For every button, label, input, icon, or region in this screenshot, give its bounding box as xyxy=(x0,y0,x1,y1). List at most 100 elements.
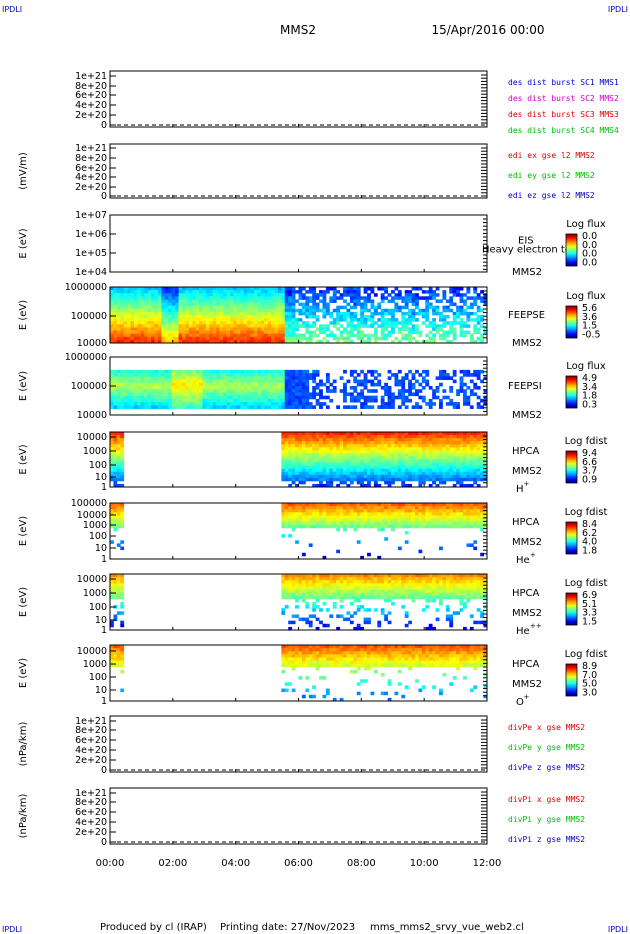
y-tick-label: 10000 xyxy=(77,410,107,421)
spectrogram-hpca-he xyxy=(110,503,488,560)
colorbar-tick-label: 7.0 xyxy=(582,670,597,681)
y-tick-label: 1e+05 xyxy=(75,248,107,259)
panel-frame-edi-e xyxy=(109,143,488,199)
time-tick-label: 06:00 xyxy=(284,858,313,869)
y-tick-label: 100 xyxy=(89,460,107,471)
colorbar-tick-label: 9.4 xyxy=(582,448,597,459)
y-tick-label: 4e+20 xyxy=(75,817,107,828)
y-tick-label: 1e+21 xyxy=(75,788,107,799)
colorbar-tick-label: 8.9 xyxy=(582,661,597,672)
dataset-label: Heavy electron to xyxy=(482,245,571,256)
y-tick-label: 10000 xyxy=(77,574,107,585)
y-tick-label: 0 xyxy=(101,765,107,776)
y-tick-label: 4e+20 xyxy=(75,172,107,183)
legend-entry: edi ez gse l2 MMS2 xyxy=(508,191,595,200)
colorbar-title: Log flux xyxy=(566,219,606,230)
instrument-label: HPCA xyxy=(512,517,540,528)
y-axis-label: E (eV) xyxy=(18,587,29,617)
instrument-label: FEEPSE xyxy=(508,310,545,321)
colorbar-tick-label: 1.5 xyxy=(582,321,597,332)
legend-entry: des dist burst SC2 MMS2 xyxy=(508,94,619,103)
footer-printing-date: Printing date: 27/Nov/2023 xyxy=(220,922,355,933)
y-tick-label: 10 xyxy=(95,685,107,696)
legend-entry: divPe z gse MMS2 xyxy=(508,763,585,772)
colorbar-tick-label: 3.7 xyxy=(582,466,597,477)
colorbar-tick-label: 1.8 xyxy=(582,545,597,556)
y-tick-label: 6e+20 xyxy=(75,807,107,818)
spacecraft-label: MMS2 xyxy=(512,537,542,548)
y-tick-label: 4e+20 xyxy=(75,745,107,756)
y-tick-label: 1 xyxy=(101,482,107,493)
colorbar-tick-label: 3.3 xyxy=(582,608,597,619)
colorbar-title: Log flux xyxy=(566,361,606,372)
time-tick-label: 12:00 xyxy=(473,858,502,869)
y-tick-label: 8e+20 xyxy=(75,725,107,736)
instrument-label: FEEPSI xyxy=(508,381,542,392)
colorbar-tick-label: 5.1 xyxy=(582,599,597,610)
y-tick-label: 8e+20 xyxy=(75,81,107,92)
y-axis-label: (nPa/km) xyxy=(18,794,29,839)
colorbar-tick-label: 3.0 xyxy=(582,687,597,698)
y-tick-label: 10000 xyxy=(77,510,107,521)
panel-feepsi: 1000000 100000 10000 E (eV) FEEPSI MMS2 Log fl… xyxy=(18,352,606,421)
colorbar xyxy=(565,233,578,267)
y-tick-label: 1e+07 xyxy=(75,210,107,221)
colorbar-tick-label: 0.0 xyxy=(582,257,597,268)
y-tick-label: 100 xyxy=(89,602,107,613)
y-tick-label: 2e+20 xyxy=(75,827,107,838)
colorbar-tick-label: 3.6 xyxy=(582,312,597,323)
time-axis: 00:00 02:00 04:00 06:00 08:00 10:00 12:00 xyxy=(96,858,502,869)
colorbar-title: Log flux xyxy=(566,291,606,302)
time-tick-label: 02:00 xyxy=(158,858,187,869)
spacecraft-label: MMS2 xyxy=(512,338,542,349)
panel-frame-divpi xyxy=(109,787,488,845)
colorbar xyxy=(565,521,578,555)
spectrogram-feepsi xyxy=(110,369,488,409)
colorbar-title: Log fdist xyxy=(565,436,608,447)
legend-entry: divPe x gse MMS2 xyxy=(508,723,585,732)
corner-mark-bottom-right: IPDLI xyxy=(608,925,628,934)
y-axis-label: E (eV) xyxy=(18,371,29,401)
colorbar-tick-label: 0.0 xyxy=(582,249,597,260)
instrument-label: HPCA xyxy=(512,659,540,670)
y-tick-label: 1000 xyxy=(83,520,107,531)
legend-entry: des dist burst SC4 MMS4 xyxy=(508,126,619,135)
plot-datetime: 15/Apr/2016 00:00 xyxy=(431,23,544,37)
colorbar-title: Log fdist xyxy=(565,649,608,660)
colorbar-tick-label: 5.0 xyxy=(582,679,597,690)
y-tick-label: 8e+20 xyxy=(75,153,107,164)
y-tick-label: 4e+20 xyxy=(75,100,107,111)
species-charge: + xyxy=(524,693,530,701)
instrument-label: HPCA xyxy=(512,446,540,457)
colorbar xyxy=(565,592,578,626)
colorbar-tick-label: 0.0 xyxy=(582,240,597,251)
species-label: O xyxy=(516,697,524,708)
corner-mark-top-left: IPDLI xyxy=(2,5,22,14)
y-axis-label: (nPa/km) xyxy=(18,722,29,767)
instrument-label: EIS xyxy=(518,236,534,247)
y-tick-label: 1e+04 xyxy=(75,267,107,278)
y-tick-label: 1 xyxy=(101,696,107,707)
y-tick-label: 8e+20 xyxy=(75,797,107,808)
y-axis-label: E (eV) xyxy=(18,658,29,688)
colorbar-tick-label: 0.0 xyxy=(582,231,597,242)
y-tick-label: 0 xyxy=(101,191,107,202)
colorbar-tick-label: 0.3 xyxy=(582,399,597,410)
y-tick-label: 1e+21 xyxy=(75,716,107,727)
colorbar-tick-label: 6.6 xyxy=(582,457,597,468)
colorbar xyxy=(565,450,578,484)
corner-mark-bottom-left: IPDLI xyxy=(2,925,22,934)
panel-hpca-o: 10000 1000 100 101 E (eV) HPCA MMS2 O + Log fdist… xyxy=(18,644,608,708)
y-tick-label: 10 xyxy=(95,543,107,554)
colorbar-tick-label: 6.9 xyxy=(582,590,597,601)
y-tick-label: 100 xyxy=(89,672,107,683)
spacecraft-label: MMS2 xyxy=(512,410,542,421)
y-tick-label: 1000000 xyxy=(65,352,107,363)
colorbar-title: Log fdist xyxy=(565,507,608,518)
y-tick-label: 1000 xyxy=(83,659,107,670)
colorbar xyxy=(565,305,578,339)
